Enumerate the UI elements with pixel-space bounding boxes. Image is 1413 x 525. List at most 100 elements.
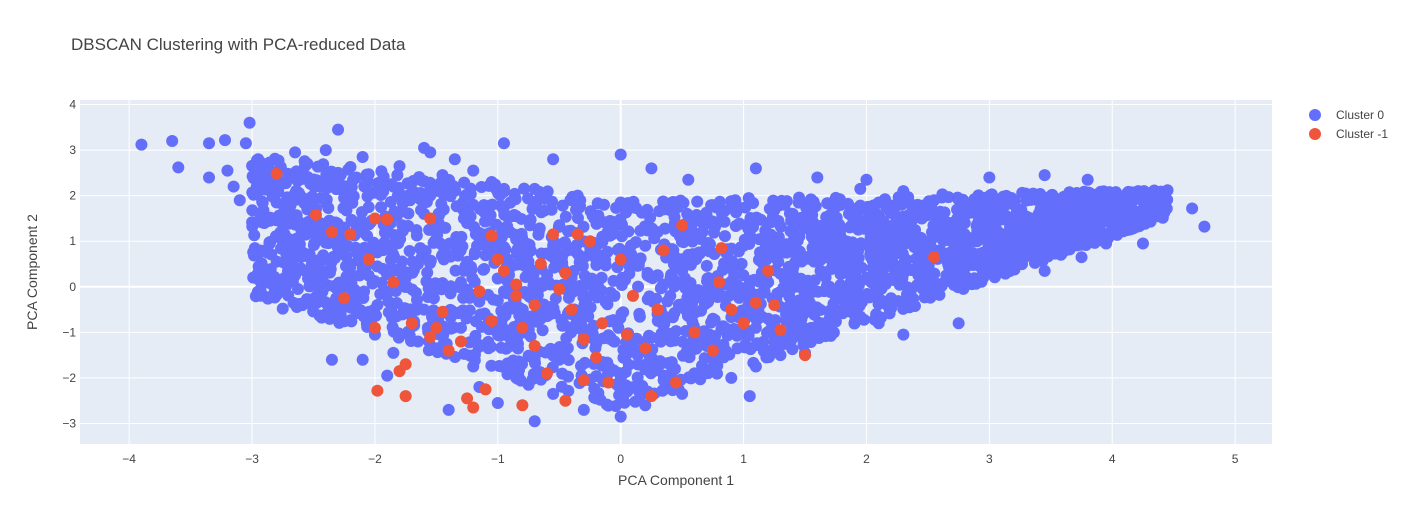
x-tick-label: 5 [1232,452,1239,466]
data-point [393,160,406,173]
data-point [977,246,990,259]
data-point [792,294,805,307]
data-point [499,243,512,256]
data-point [904,198,917,211]
data-point [848,308,861,321]
data-point [641,224,654,237]
data-point [394,233,407,246]
data-point [770,197,783,210]
data-point [872,196,885,209]
data-point [365,241,378,254]
data-point [1108,218,1121,231]
data-point [403,244,416,257]
data-point [362,253,375,266]
data-point [387,276,400,289]
data-point [989,215,1002,228]
data-point [1023,219,1036,232]
data-point [793,280,806,293]
data-point [491,396,504,409]
data-point [375,239,388,252]
data-point [423,223,436,236]
data-point [742,329,755,342]
data-point [695,291,708,304]
data-point [528,353,541,366]
data-point [388,205,401,218]
data-point [467,401,480,414]
data-point [971,235,984,248]
legend[interactable]: Cluster 0 Cluster -1 [1309,108,1388,141]
legend-item[interactable]: Cluster -1 [1309,127,1388,141]
data-point [811,171,824,184]
data-point [501,357,514,370]
x-tick-label: −2 [368,452,382,466]
data-point [553,219,566,232]
data-point [542,276,555,289]
data-point [528,415,541,428]
data-point [270,167,283,180]
data-point [270,196,283,209]
data-point [749,360,762,373]
data-point [1044,242,1057,255]
data-point [400,280,413,293]
data-point [436,169,449,182]
data-point [651,226,664,239]
data-point [461,392,474,405]
data-point [733,291,746,304]
legend-item[interactable]: Cluster 0 [1309,108,1384,122]
data-point [743,390,756,403]
data-point [558,319,571,332]
data-point [584,205,597,218]
data-point [545,249,558,262]
data-point [504,226,517,239]
y-tick-label: 3 [69,143,76,157]
data-point [450,200,463,213]
data-point [608,335,621,348]
data-point [1033,226,1046,239]
x-tick-label: 3 [986,452,993,466]
data-point [291,283,304,296]
x-tick-label: −1 [491,452,505,466]
data-point [501,253,514,266]
data-point [665,356,678,369]
data-point [1155,210,1168,223]
data-point [860,271,873,284]
data-point [358,285,371,298]
data-point [725,303,738,316]
y-tick-label: 1 [69,234,76,248]
data-point [334,307,347,320]
data-point [577,303,590,316]
data-point [319,144,332,157]
data-point [747,197,760,210]
data-point [508,187,521,200]
data-point [633,310,646,323]
data-point [510,278,523,291]
data-point [639,363,652,376]
data-point [325,353,338,366]
data-point [535,247,548,260]
data-point [467,164,480,177]
y-tick-label: 4 [69,98,76,112]
data-point [863,291,876,304]
data-point [337,202,350,215]
data-point [614,410,627,423]
data-point [872,226,885,239]
data-point [528,299,541,312]
data-point [928,194,941,207]
data-point [805,321,818,334]
data-point [387,346,400,359]
data-point [276,302,289,315]
data-point [762,276,775,289]
data-point [511,243,524,256]
data-point [449,264,462,277]
data-point [1014,221,1027,234]
data-point [780,246,793,259]
data-point [532,224,545,237]
data-point [762,312,775,325]
data-point [1007,248,1020,261]
data-point [257,289,270,302]
data-point [957,234,970,247]
data-point [553,340,566,353]
data-point [983,171,996,184]
data-point [424,212,437,225]
data-point [977,225,990,238]
